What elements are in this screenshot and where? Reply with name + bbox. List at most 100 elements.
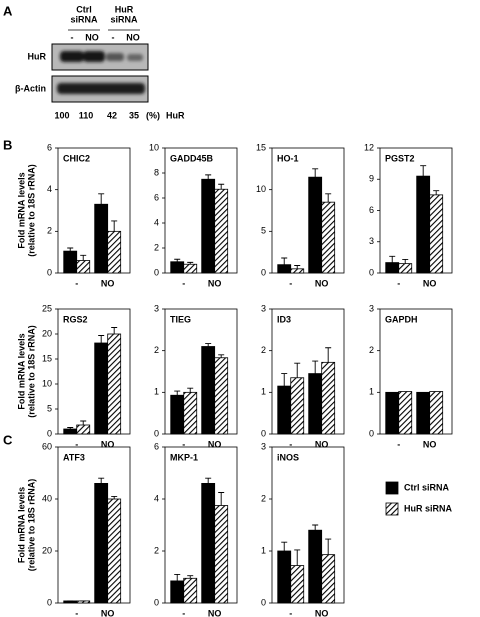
- y-tick-label: 0: [47, 428, 52, 438]
- y-tick-label: 40: [42, 493, 52, 503]
- row-label: HuR: [28, 51, 47, 61]
- x-tick-label: NO: [208, 278, 222, 288]
- error-bar: [281, 541, 288, 551]
- y-axis-label: Fold mRNA levels: [16, 333, 26, 409]
- y-tick-label: 1: [261, 387, 266, 397]
- plot-frame: [379, 308, 453, 435]
- plot-frame: [271, 147, 345, 274]
- legend-swatch: [385, 481, 399, 495]
- error-bar: [187, 575, 194, 579]
- quantification: 110: [79, 110, 94, 120]
- chart-title: GAPDH: [385, 314, 418, 324]
- x-tick-label: -: [182, 608, 185, 617]
- error-bar: [325, 347, 332, 363]
- error-bar: [98, 193, 105, 205]
- lane-label: -: [71, 32, 74, 42]
- y-tick-label: 10: [42, 378, 52, 388]
- chart-title: PGST2: [385, 153, 415, 163]
- error-bar: [325, 193, 332, 203]
- error-bar: [218, 354, 225, 358]
- bar: [290, 268, 305, 274]
- y-tick-label: 3: [261, 303, 266, 313]
- y-tick-label: 5: [261, 226, 266, 236]
- error-bar: [389, 255, 396, 263]
- panel-label: B: [3, 137, 12, 152]
- bar: [308, 529, 323, 604]
- y-tick-label: 2: [154, 545, 159, 555]
- group-label: HuR: [115, 4, 134, 14]
- x-tick-label: NO: [101, 608, 115, 617]
- x-tick-label: NO: [315, 608, 329, 617]
- blot: [51, 29, 149, 103]
- y-tick-label: 0: [369, 267, 374, 277]
- y-tick-label: 1: [154, 387, 159, 397]
- group-label: siRNA: [110, 14, 138, 24]
- y-tick-label: 12: [364, 142, 374, 152]
- chart-title: ATF3: [63, 452, 85, 462]
- chart-title: CHIC2: [63, 153, 90, 163]
- y-tick-label: 2: [47, 226, 52, 236]
- plot-frame: [57, 446, 131, 604]
- y-tick-label: 3: [261, 441, 266, 451]
- x-tick-label: NO: [315, 278, 329, 288]
- x-tick-label: -: [289, 278, 292, 288]
- error-bar: [312, 524, 319, 531]
- quantification: 35: [129, 110, 139, 120]
- bar: [170, 261, 185, 274]
- y-tick-label: 1: [261, 545, 266, 555]
- plot-frame: [57, 147, 131, 274]
- chart-title: TIEG: [170, 314, 191, 324]
- error-bar: [174, 258, 181, 262]
- y-tick-label: 3: [154, 303, 159, 313]
- bar: [416, 175, 431, 274]
- plot-frame: [164, 147, 238, 274]
- bar: [63, 428, 78, 435]
- error-bar: [98, 335, 105, 343]
- y-tick-label: 6: [154, 441, 159, 451]
- x-tick-label: NO: [423, 439, 437, 449]
- y-tick-label: 6: [47, 142, 52, 152]
- x-tick-label: NO: [101, 439, 115, 449]
- bar: [94, 342, 109, 435]
- error-bar: [67, 247, 74, 252]
- legend-label: HuR siRNA: [404, 503, 453, 513]
- bar: [201, 178, 216, 274]
- plot-frame: [164, 308, 238, 435]
- x-tick-label: NO: [315, 439, 329, 449]
- bar: [277, 550, 292, 604]
- error-bar: [174, 390, 181, 396]
- y-axis-label: Fold mRNA levels: [16, 487, 26, 563]
- error-bar: [80, 254, 87, 261]
- error-bar: [80, 420, 87, 425]
- y-tick-label: 0: [261, 597, 266, 607]
- y-tick-label: 5: [47, 403, 52, 413]
- bar: [170, 394, 185, 435]
- bar: [76, 260, 91, 274]
- bar: [63, 250, 78, 274]
- bar: [398, 391, 413, 435]
- y-tick-label: 0: [47, 267, 52, 277]
- error-bar: [205, 343, 212, 347]
- y-tick-label: 6: [154, 192, 159, 202]
- x-tick-label: -: [75, 439, 78, 449]
- error-bar: [111, 220, 118, 232]
- bar: [277, 264, 292, 274]
- bar: [385, 262, 400, 274]
- error-bar: [218, 492, 225, 506]
- bar: [290, 377, 305, 435]
- y-axis-label: (relative to 18S rRNA): [26, 164, 36, 257]
- y-tick-label: 1: [369, 387, 374, 397]
- y-tick-label: 2: [261, 345, 266, 355]
- y-tick-label: 60: [42, 441, 52, 451]
- y-tick-label: 6: [369, 205, 374, 215]
- y-axis-label: (relative to 18S rRNA): [26, 479, 36, 572]
- bar: [183, 391, 198, 435]
- y-tick-label: 8: [154, 167, 159, 177]
- chart-title: RGS2: [63, 314, 88, 324]
- bar: [201, 482, 216, 604]
- x-tick-label: -: [75, 608, 78, 617]
- y-tick-label: 2: [154, 242, 159, 252]
- quantification: 100: [54, 110, 69, 120]
- x-tick-label: -: [182, 439, 185, 449]
- bar: [429, 391, 444, 435]
